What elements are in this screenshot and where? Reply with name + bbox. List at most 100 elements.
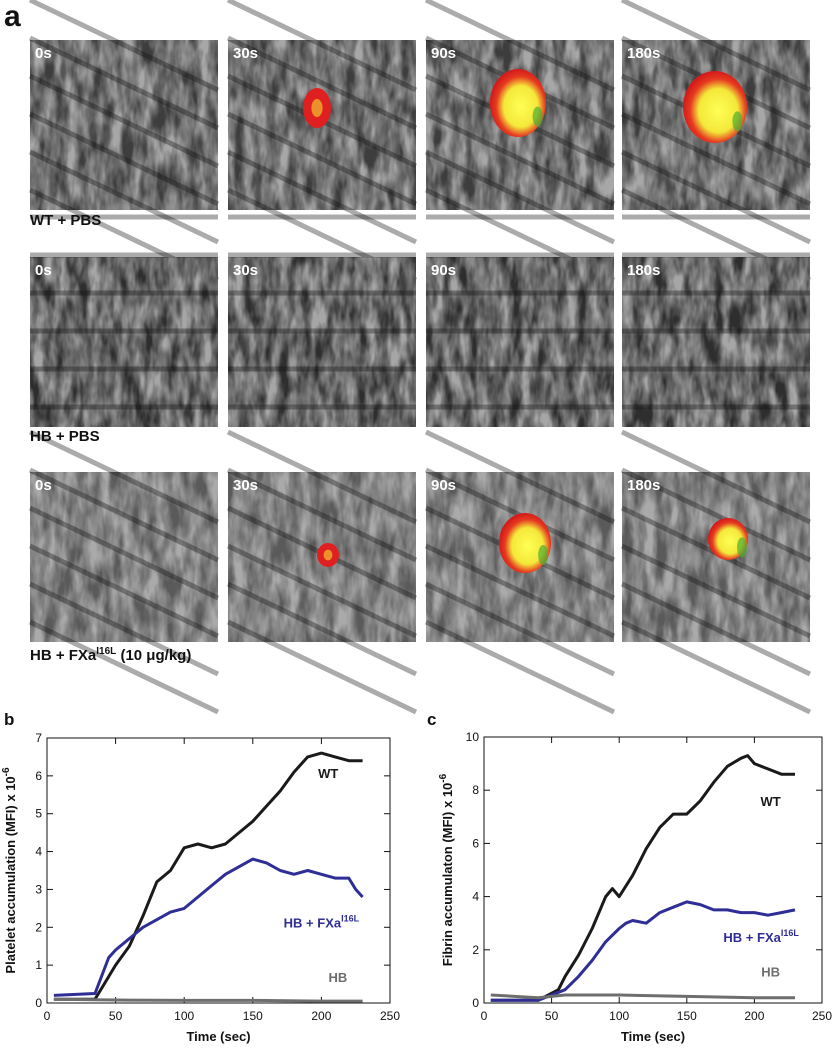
micrograph: 90s xyxy=(426,214,614,427)
time-label: 90s xyxy=(431,262,456,279)
plot-frame xyxy=(46,737,391,1004)
streak xyxy=(28,467,220,563)
streak xyxy=(424,0,616,93)
micrograph: 30s xyxy=(228,214,416,427)
micrograph: 90s xyxy=(424,429,616,715)
thrombus xyxy=(683,71,747,143)
row-caption: HB + PBS xyxy=(30,428,100,445)
x-tick-label: 200 xyxy=(744,1009,764,1023)
row-caption: WT + PBS xyxy=(30,212,101,229)
x-tick-label: 250 xyxy=(812,1009,832,1023)
y-tick-label: 2 xyxy=(472,943,479,957)
time-label: 90s xyxy=(431,45,456,62)
thrombus xyxy=(499,513,551,573)
x-tick-label: 150 xyxy=(243,1009,263,1023)
streak xyxy=(424,149,616,245)
x-tick-label: 0 xyxy=(481,1009,488,1023)
streak xyxy=(620,429,812,525)
streak xyxy=(620,581,812,677)
series-line xyxy=(53,997,363,1003)
fibrin xyxy=(532,106,543,127)
image-texture xyxy=(30,472,218,642)
streak xyxy=(620,111,812,207)
streak xyxy=(28,619,220,715)
time-label: 180s xyxy=(627,477,660,494)
x-tick-label: 50 xyxy=(109,1009,123,1023)
streak xyxy=(424,111,616,207)
series-label: WT xyxy=(761,794,781,809)
streak xyxy=(226,429,418,525)
x-tick-label: 100 xyxy=(174,1009,194,1023)
caption-text: HB + PBS xyxy=(30,428,100,445)
series-name-sup: I16L xyxy=(781,928,800,938)
streak xyxy=(620,0,812,93)
micrograph: 180s xyxy=(620,429,812,715)
time-label: 30s xyxy=(233,45,258,62)
caption-text: HB + FXa xyxy=(30,647,97,664)
streak xyxy=(226,0,418,93)
time-label: 30s xyxy=(233,262,258,279)
x-tick-label: 150 xyxy=(677,1009,697,1023)
series-name: HB xyxy=(761,964,780,979)
thrombus-core xyxy=(311,99,323,117)
y-tick-label: 0 xyxy=(35,996,42,1010)
series-line xyxy=(490,993,795,1000)
y-axis-label: Platelet accumulation (MFI) x 10-6 xyxy=(1,767,18,974)
y-tick-label: 0 xyxy=(472,996,479,1010)
series-line xyxy=(53,751,363,1001)
y-tick-label: 7 xyxy=(35,731,42,745)
caption-text: WT + PBS xyxy=(30,212,101,229)
series-line xyxy=(490,900,796,1002)
y-tick-label: 1 xyxy=(35,958,42,972)
series-line xyxy=(53,857,364,997)
y-tick-label: 6 xyxy=(35,769,42,783)
time-label: 180s xyxy=(627,45,660,62)
x-tick-label: 50 xyxy=(545,1009,559,1023)
time-label: 0s xyxy=(35,477,52,494)
streak xyxy=(226,543,418,639)
series-label: HB xyxy=(761,964,780,979)
micrograph: 0s xyxy=(28,429,220,715)
streak xyxy=(226,581,418,677)
y-tick-label: 3 xyxy=(35,882,42,896)
image-texture xyxy=(426,257,614,427)
series-name: HB xyxy=(328,970,347,985)
fibrin xyxy=(538,545,549,565)
series-label: WT xyxy=(318,766,338,781)
micrograph: 30s xyxy=(226,0,418,283)
x-axis-label: Time (sec) xyxy=(621,1029,685,1044)
streak xyxy=(28,0,220,93)
series-name: HB + FXa xyxy=(723,930,781,945)
streak xyxy=(28,111,220,207)
series-label: HB xyxy=(328,970,347,985)
time-label: 0s xyxy=(35,262,52,279)
streak xyxy=(620,467,812,563)
streak xyxy=(424,581,616,677)
streak xyxy=(424,429,616,525)
time-label: 180s xyxy=(627,262,660,279)
streak xyxy=(28,429,220,525)
streak xyxy=(424,543,616,639)
streak xyxy=(28,581,220,677)
streak xyxy=(28,149,220,245)
streak xyxy=(28,505,220,601)
y-tick-label: 10 xyxy=(466,730,480,744)
series-name: HB + FXa xyxy=(284,915,342,930)
streak xyxy=(28,35,220,131)
x-tick-label: 200 xyxy=(311,1009,331,1023)
series-label: HB + FXaI16L xyxy=(723,928,799,945)
micrograph: 180s xyxy=(620,0,812,283)
fibrin xyxy=(737,537,747,558)
streak xyxy=(28,73,220,169)
series-name: WT xyxy=(761,794,781,809)
time-label: 0s xyxy=(35,45,52,62)
micrograph: 90s xyxy=(424,0,616,283)
y-label-text: Fibrin accumulaton (MFI) x 10 xyxy=(440,783,455,966)
y-tick-label: 4 xyxy=(35,845,42,859)
y-tick-label: 2 xyxy=(35,920,42,934)
time-label: 90s xyxy=(431,477,456,494)
thrombus xyxy=(490,69,546,137)
y-label-text: Platelet accumulation (MFI) x 10 xyxy=(3,776,18,973)
time-label: 30s xyxy=(233,477,258,494)
